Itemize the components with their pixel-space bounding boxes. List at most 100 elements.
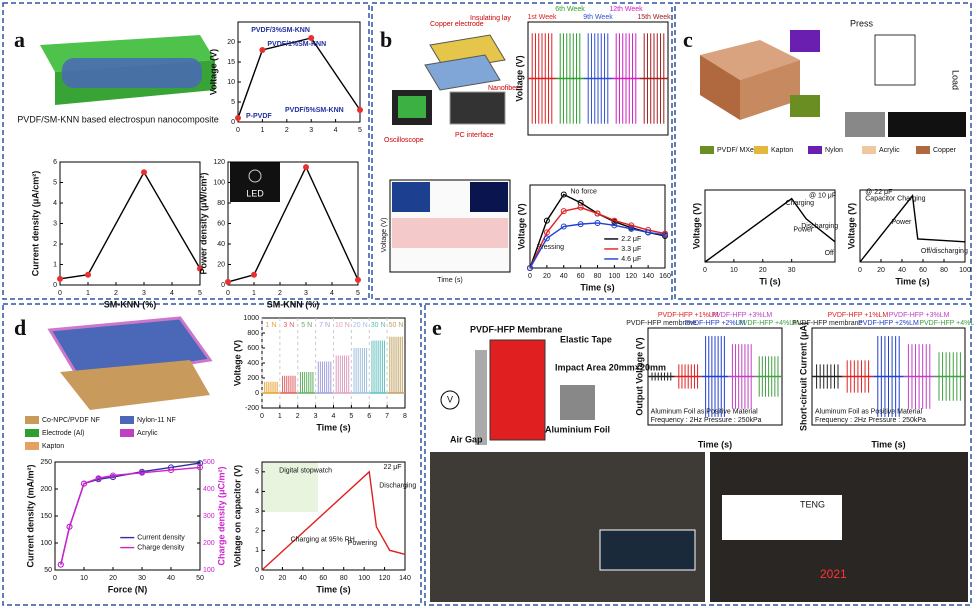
signal-band bbox=[392, 218, 508, 248]
y-axis-label: Voltage (V) bbox=[691, 203, 701, 249]
legend-label: Nylon bbox=[825, 147, 843, 154]
point bbox=[662, 231, 668, 238]
y2-axis-label: Charge density (μC/m²) bbox=[216, 466, 226, 565]
impactor bbox=[560, 385, 595, 420]
annotation: Off/discharging bbox=[921, 248, 968, 255]
label: TENG bbox=[800, 499, 825, 509]
legend-swatch bbox=[25, 429, 39, 437]
plot-frame bbox=[859, 189, 966, 263]
point bbox=[235, 115, 241, 121]
y-tick-label: 200 bbox=[40, 486, 52, 493]
plot-frame bbox=[237, 21, 361, 123]
panel-frame bbox=[2, 303, 422, 606]
point bbox=[110, 472, 116, 479]
annotation: @ 22 μF bbox=[865, 189, 892, 196]
x-tick-label: 6 bbox=[367, 413, 371, 420]
membrane bbox=[489, 339, 546, 441]
y-axis-label: Voltage (V) bbox=[846, 203, 856, 249]
x-tick-label: 20 bbox=[109, 575, 117, 582]
y-tick-label: 6 bbox=[53, 159, 57, 166]
chart: 0 20 40 60 80 100 Time (s) Voltage (V) Capacitor… bbox=[846, 189, 971, 286]
category-label: PVDF-HFP +2%LM bbox=[685, 320, 746, 327]
y-tick-label: 250 bbox=[40, 459, 52, 466]
legend-label: PVDF/ MXene bbox=[717, 147, 762, 154]
y-tick-label: 100 bbox=[40, 540, 52, 547]
y-tick-label: -200 bbox=[245, 405, 259, 412]
category-label: 6th Week bbox=[555, 6, 585, 13]
y-axis-label: Voltage (V) bbox=[232, 340, 242, 386]
x-tick-label: 40 bbox=[167, 575, 175, 582]
y-tick-label: 0 bbox=[255, 567, 259, 574]
legend-swatch bbox=[862, 146, 876, 154]
x-tick-label: 0 bbox=[703, 267, 707, 274]
x-tick-label: 50 bbox=[196, 575, 204, 582]
annotation: Powering bbox=[348, 540, 377, 547]
x-tick-label: 1 bbox=[278, 413, 282, 420]
legend-swatch bbox=[25, 416, 39, 424]
label: Insulating lay bbox=[470, 15, 511, 22]
label: Aluminium Foil bbox=[545, 424, 610, 434]
label: PC interface bbox=[455, 132, 494, 139]
x-tick-label: 0 bbox=[236, 127, 240, 134]
x-tick-label: 5 bbox=[358, 127, 362, 134]
x-tick-label: 3 bbox=[314, 413, 318, 420]
chart: 0 20 40 60 80 100 120 140 0 1 2 3 4 5 Time (s) Voltage … bbox=[232, 461, 416, 594]
x-tick-label: 1 bbox=[86, 290, 90, 297]
annotation: Power bbox=[793, 226, 814, 233]
panel-label: d bbox=[14, 315, 26, 340]
point bbox=[66, 523, 73, 530]
x-tick-label: 0 bbox=[58, 290, 62, 297]
point bbox=[357, 107, 363, 113]
category-label: 1st Week bbox=[527, 14, 557, 21]
legend-swatch bbox=[120, 416, 134, 424]
y-axis-label: Power density (μW/cm²) bbox=[198, 172, 208, 274]
x-tick-label: 7 bbox=[385, 413, 389, 420]
category-label: 15th Week bbox=[637, 14, 671, 21]
x-tick-label: 120 bbox=[625, 273, 637, 280]
point bbox=[594, 219, 601, 226]
y-tick-label: 2 bbox=[53, 241, 57, 248]
x-tick-label: 40 bbox=[898, 267, 906, 274]
label: Load bbox=[951, 70, 961, 90]
legend-label: 4.6 μF bbox=[621, 256, 641, 263]
category-label: 1 N bbox=[265, 322, 276, 329]
x-tick-label: 120 bbox=[379, 575, 391, 582]
point bbox=[57, 275, 63, 282]
pc bbox=[449, 91, 506, 125]
series-line bbox=[261, 470, 406, 571]
photo bbox=[888, 112, 966, 137]
y-tick-label: 3 bbox=[255, 508, 259, 515]
y-tick-label: 150 bbox=[40, 513, 52, 520]
category-label: 12th Week bbox=[609, 6, 643, 13]
point bbox=[259, 47, 266, 53]
annotation: Discharging bbox=[379, 483, 416, 490]
legend-swatch bbox=[808, 146, 822, 154]
annotation: Charging bbox=[786, 200, 815, 207]
display: 2021 bbox=[820, 567, 847, 581]
x-tick-label: 2 bbox=[296, 413, 300, 420]
legend-swatch bbox=[916, 146, 930, 154]
x-tick-label: 140 bbox=[399, 575, 411, 582]
category-label: 50 N bbox=[389, 322, 404, 329]
foil bbox=[475, 350, 487, 445]
y-axis-label: Output Voltage (V) bbox=[634, 337, 644, 415]
legend-label: Charge density bbox=[137, 544, 185, 551]
y-tick-label: 400 bbox=[247, 360, 259, 367]
y-tick-label: 40 bbox=[217, 241, 225, 248]
x-tick-label: 2 bbox=[114, 290, 118, 297]
y-tick-label: 120 bbox=[213, 159, 225, 166]
x-tick-label: 80 bbox=[594, 273, 602, 280]
chart: 0 10 20 30 Ti (s) Voltage (V) Charging PowerDis… bbox=[691, 189, 838, 286]
category-label: 3 N bbox=[283, 322, 294, 329]
x-tick-label: 2 bbox=[285, 127, 289, 134]
x-axis-label: SM-KNN (%) bbox=[104, 299, 157, 309]
point-label: PVDF/1%SM-KNN bbox=[267, 41, 326, 48]
y-tick-label: 80 bbox=[217, 200, 225, 207]
x-axis-label: Time (s) bbox=[698, 439, 732, 449]
x-tick-label: 3 bbox=[309, 127, 313, 134]
x-tick-label: 0 bbox=[528, 273, 532, 280]
y-axis-label: Short-circuit Current (μA) bbox=[798, 322, 808, 431]
device bbox=[700, 40, 800, 80]
x-tick-label: 100 bbox=[959, 267, 971, 274]
y-tick-label: 15 bbox=[227, 59, 235, 66]
